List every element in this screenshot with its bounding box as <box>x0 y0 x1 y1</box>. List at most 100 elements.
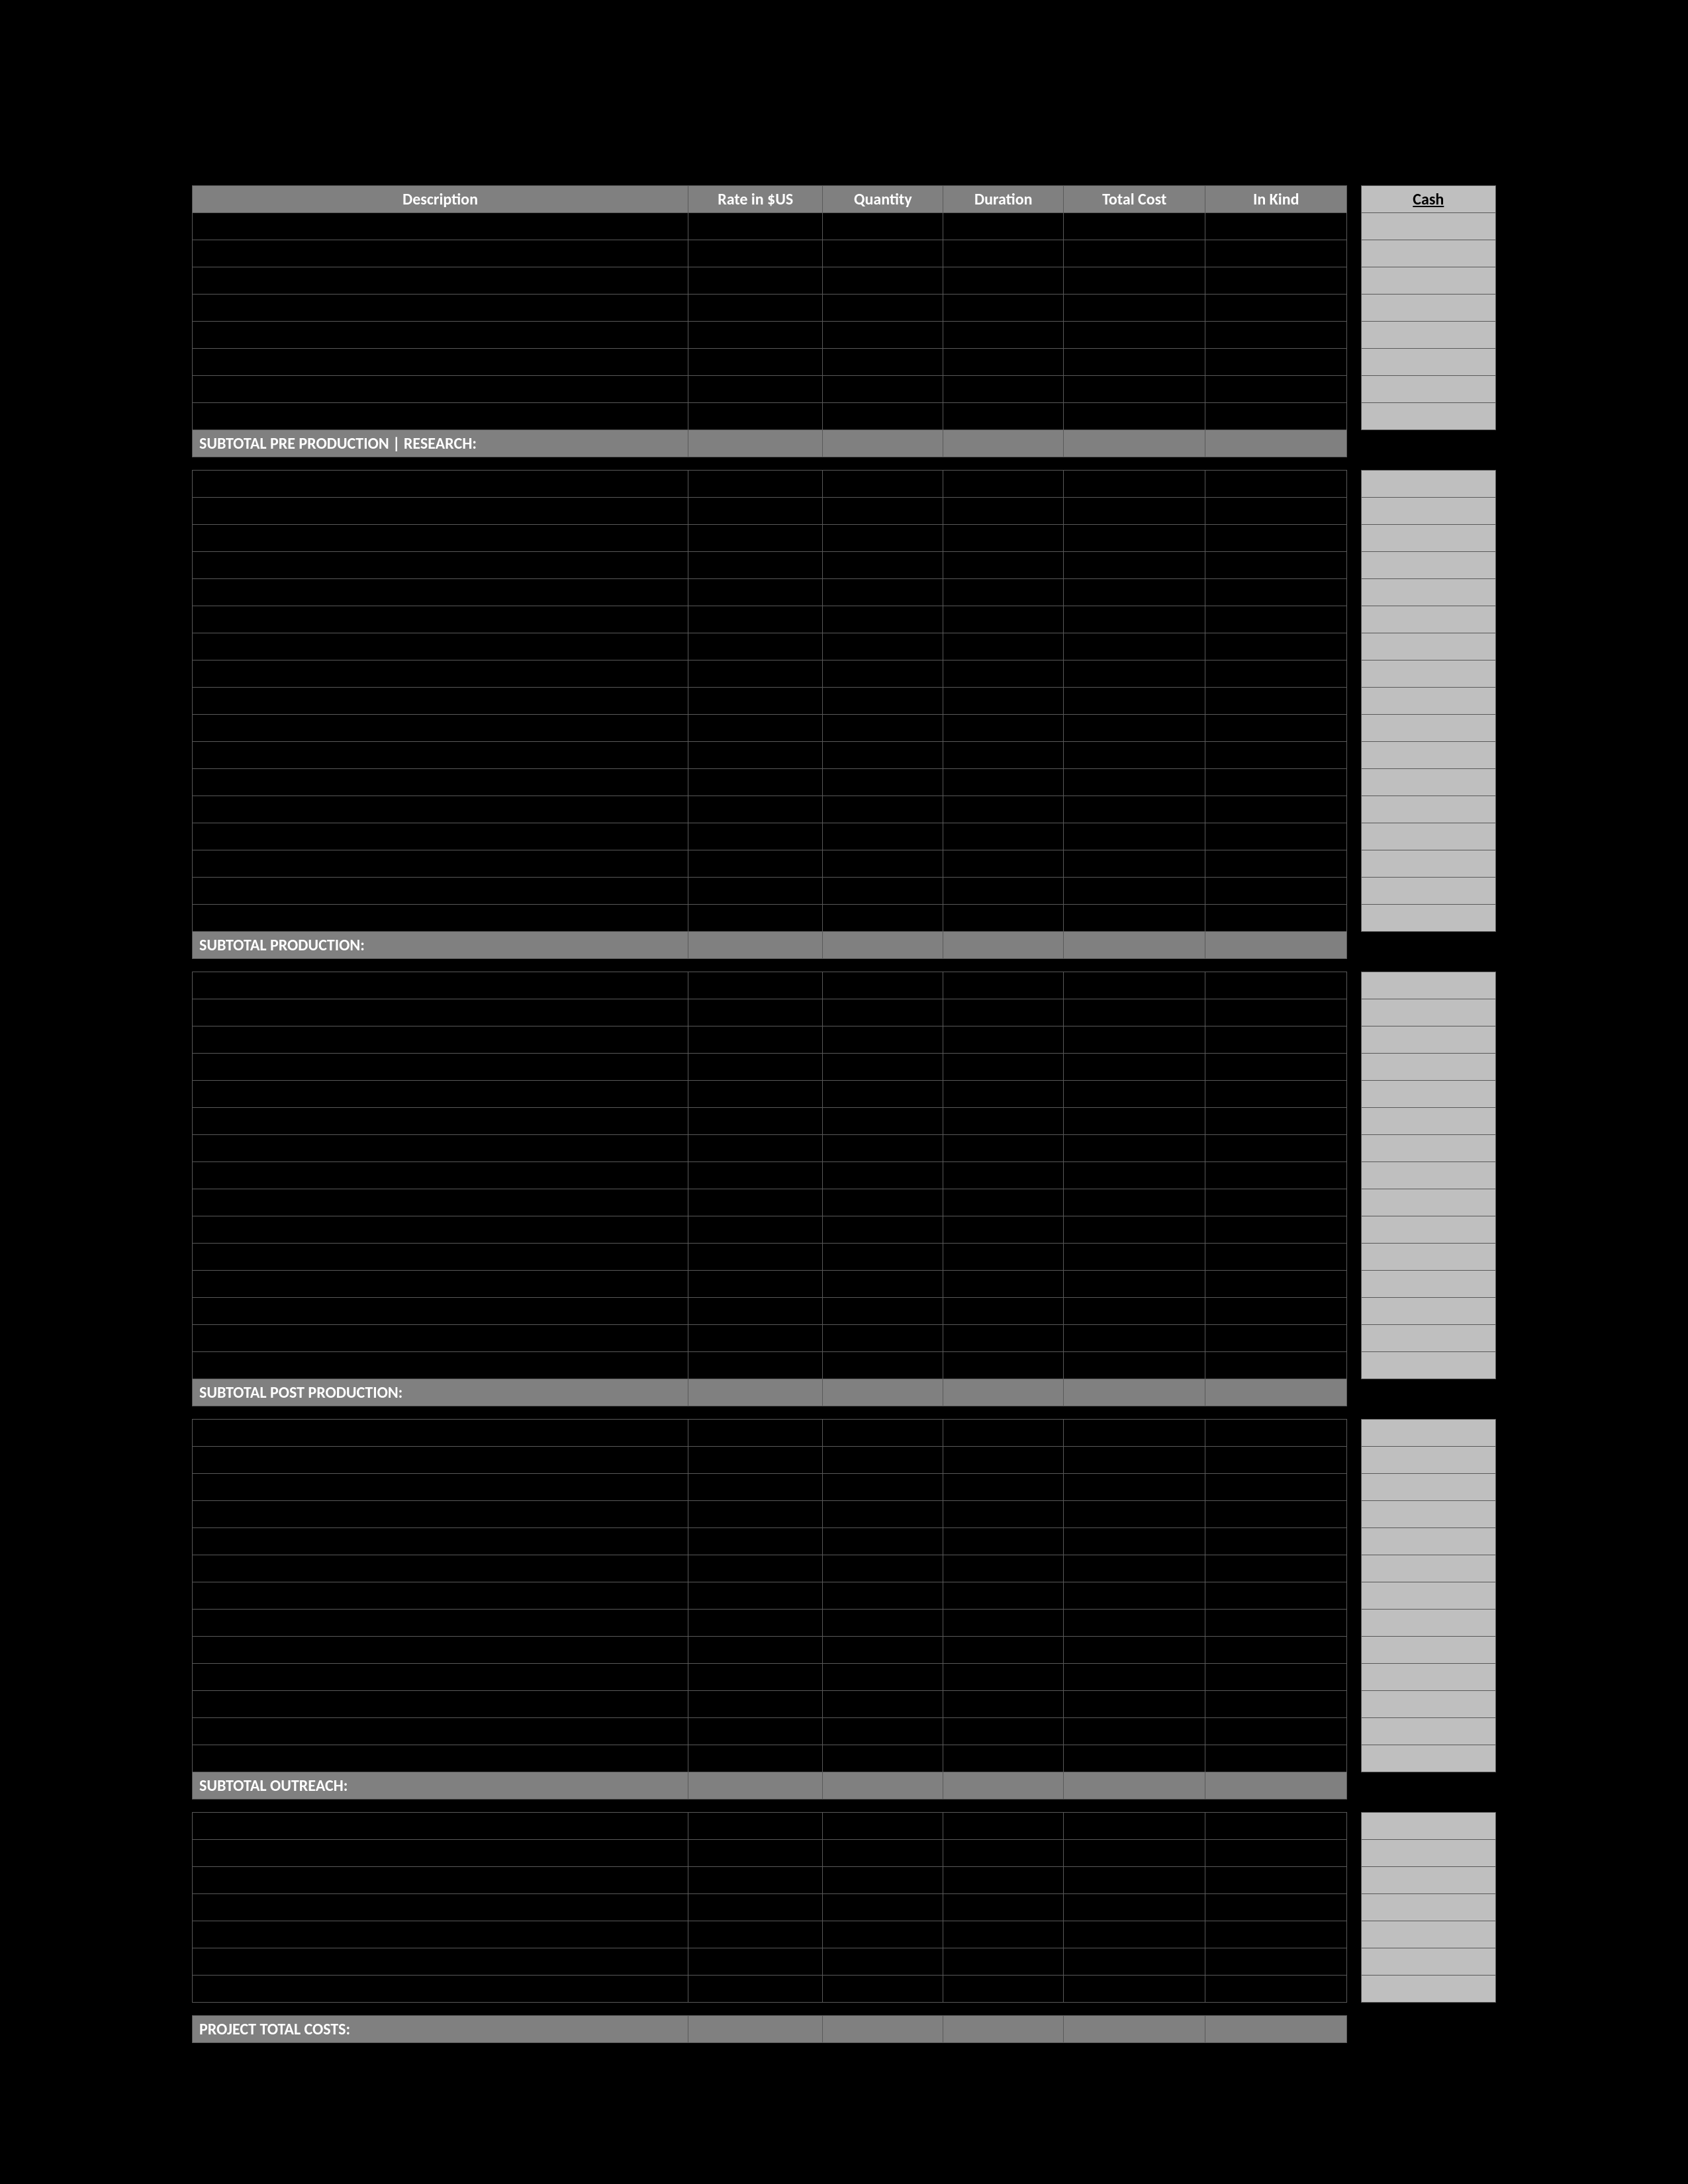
gap <box>1347 1745 1361 1772</box>
cash-cell <box>1361 498 1495 525</box>
data-cell <box>193 1135 688 1162</box>
data-cell <box>1205 1555 1347 1582</box>
gap <box>1347 471 1361 498</box>
data-cell <box>193 715 688 742</box>
data-cell <box>1205 715 1347 742</box>
gap <box>1347 1637 1361 1664</box>
data-cell <box>823 376 943 403</box>
data-cell <box>1205 769 1347 796</box>
data-cell <box>823 213 943 240</box>
data-cell <box>688 878 823 905</box>
gap <box>1347 1528 1361 1555</box>
data-cell <box>943 1555 1064 1582</box>
data-cell <box>1064 1325 1205 1352</box>
data-cell <box>193 1352 688 1379</box>
table-row <box>193 1216 1496 1244</box>
data-cell <box>943 769 1064 796</box>
data-cell <box>1205 633 1347 660</box>
table-row <box>193 1352 1496 1379</box>
data-cell <box>823 1976 943 2003</box>
data-cell <box>1064 1501 1205 1528</box>
table-row <box>193 213 1496 240</box>
data-cell <box>943 1026 1064 1054</box>
subtotal-cell <box>1205 2016 1347 2043</box>
data-cell <box>688 1867 823 1894</box>
data-cell <box>823 1420 943 1447</box>
data-cell <box>1064 1528 1205 1555</box>
data-cell <box>1205 999 1347 1026</box>
data-cell <box>688 1325 823 1352</box>
data-cell <box>193 1637 688 1664</box>
data-cell <box>193 376 688 403</box>
subtotal-label: SUBTOTAL OUTREACH: <box>193 1772 688 1799</box>
data-cell <box>1064 579 1205 606</box>
cash-cell <box>1361 769 1495 796</box>
subtotal-cell <box>1064 1772 1205 1799</box>
data-cell <box>1064 1244 1205 1271</box>
cash-cell <box>1361 1840 1495 1867</box>
gap <box>1347 1813 1361 1840</box>
data-cell <box>823 1813 943 1840</box>
subtotal-cell <box>688 932 823 959</box>
data-cell <box>943 688 1064 715</box>
data-cell <box>823 1555 943 1582</box>
table-row <box>193 1555 1496 1582</box>
data-cell <box>688 1447 823 1474</box>
data-cell <box>943 1840 1064 1867</box>
data-cell <box>688 1244 823 1271</box>
data-cell <box>193 1691 688 1718</box>
data-cell <box>943 1664 1064 1691</box>
data-cell <box>823 905 943 932</box>
data-cell <box>823 267 943 295</box>
table-row <box>193 1244 1496 1271</box>
subtotal-row: PROJECT TOTAL COSTS: <box>193 2016 1496 2043</box>
cash-cell <box>1361 1162 1495 1189</box>
data-cell <box>1205 1189 1347 1216</box>
data-cell <box>193 1420 688 1447</box>
subtotal-cash-blank <box>1361 1772 1495 1799</box>
budget-table: Description Rate in $US Quantity Duratio… <box>192 185 1496 2043</box>
cash-cell <box>1361 1948 1495 1976</box>
data-cell <box>193 1894 688 1921</box>
gap <box>1347 633 1361 660</box>
cash-cell <box>1361 1244 1495 1271</box>
subtotal-cell <box>688 2016 823 2043</box>
cash-cell <box>1361 213 1495 240</box>
data-cell <box>823 972 943 999</box>
data-cell <box>688 1582 823 1610</box>
table-row <box>193 606 1496 633</box>
data-cell <box>1064 267 1205 295</box>
data-cell <box>823 606 943 633</box>
gap <box>1347 1162 1361 1189</box>
data-cell <box>193 1325 688 1352</box>
data-cell <box>688 1948 823 1976</box>
cash-cell <box>1361 999 1495 1026</box>
data-cell <box>1064 769 1205 796</box>
data-cell <box>943 1528 1064 1555</box>
subtotal-label: SUBTOTAL PRE PRODUCTION | RESEARCH: <box>193 430 688 457</box>
data-cell <box>823 1501 943 1528</box>
data-cell <box>1064 525 1205 552</box>
data-cell <box>688 1298 823 1325</box>
subtotal-cell <box>1205 1772 1347 1799</box>
cash-cell <box>1361 878 1495 905</box>
data-cell <box>1064 322 1205 349</box>
data-cell <box>688 999 823 1026</box>
gap <box>1347 999 1361 1026</box>
data-cell <box>1064 552 1205 579</box>
data-cell <box>1064 878 1205 905</box>
cash-cell <box>1361 1501 1495 1528</box>
data-cell <box>1205 552 1347 579</box>
data-cell <box>943 633 1064 660</box>
cash-cell <box>1361 322 1495 349</box>
table-row <box>193 240 1496 267</box>
cash-cell <box>1361 403 1495 430</box>
subtotal-row: SUBTOTAL PRODUCTION: <box>193 932 1496 959</box>
spacer-row <box>193 959 1496 972</box>
data-cell <box>1064 972 1205 999</box>
table-row <box>193 1528 1496 1555</box>
data-cell <box>688 471 823 498</box>
subtotal-cash-blank <box>1361 1379 1495 1406</box>
data-cell <box>823 1664 943 1691</box>
data-cell <box>1205 498 1347 525</box>
